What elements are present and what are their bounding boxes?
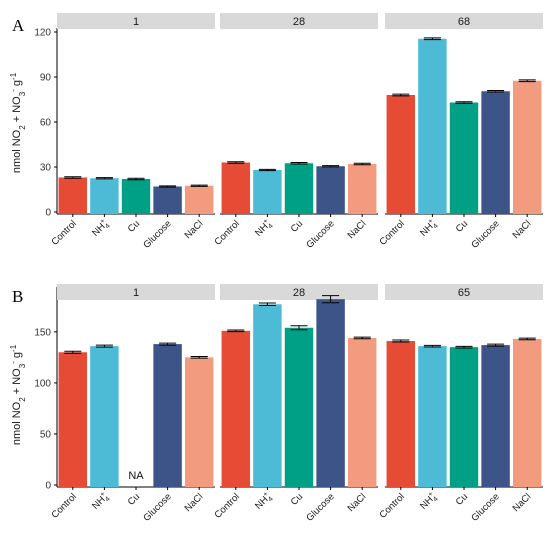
bar [253,304,282,487]
y-tick-label: 0 [45,481,51,492]
bar [316,299,345,487]
x-tick-label: Cu [454,491,470,507]
bar [121,179,151,214]
y-tick-label: 100 [34,378,51,389]
bar [316,166,345,214]
bar [221,162,251,214]
bar [386,341,416,487]
y-tick-label: 150 [34,327,51,338]
facet-strip-label: 28 [293,287,305,299]
x-tick-label: Glucose [304,491,336,523]
x-tick-label: Cu [289,218,305,234]
facet-A-68: 68 Control NH+4 Cu Glucose NaCl [377,13,543,251]
y-tick-label: 0 [45,208,51,219]
x-tick-label: Glucose [469,491,501,523]
x-tick-label: NH+4 [252,218,275,241]
y-tick-label: 50 [40,429,52,440]
facet-strip [220,13,378,29]
x-tick-label: NH+4 [89,218,112,241]
bar [481,91,510,214]
x-tick-label: Control [49,218,78,247]
facet-strip-label: 1 [133,287,139,299]
facet-A-1: 1 Control NH+4 Cu Glucose NaCl [49,13,215,251]
x-tick-label: NaCl [346,491,369,514]
facet-B-1: 1 Control NH+4 NA Cu Glucose NaCl [49,284,215,524]
y-tick-label: 30 [40,163,52,174]
x-tick-label: NaCl [183,218,206,241]
facet-strip [57,284,215,300]
bar [481,345,510,487]
x-tick-label: Glucose [141,218,173,250]
bar [184,357,214,487]
x-tick-label: Control [212,491,241,520]
bar [90,346,119,487]
bar [418,346,447,487]
bar [347,337,377,487]
bar [347,164,377,214]
na-label: NA [128,470,144,482]
y-tick-label: 90 [40,73,52,84]
facet-strip-label: 65 [458,287,470,299]
x-tick-label: NaCl [511,491,534,514]
x-tick-label: Glucose [469,218,501,250]
bar [386,95,416,214]
facet-strip [385,284,543,300]
x-tick-label: NH+4 [89,491,112,514]
x-tick-label: Control [49,491,78,520]
y-tick-label: 60 [40,118,52,129]
x-tick-label: NaCl [511,218,534,241]
bar [58,177,88,214]
facet-strip-label: 68 [458,16,470,28]
bar [418,38,447,214]
x-tick-label: NH+4 [252,491,275,514]
bar [284,327,314,487]
bar [512,338,542,487]
x-tick-label: Cu [289,491,305,507]
bar [153,344,182,487]
x-tick-label: Glucose [304,218,336,250]
bar [58,352,88,487]
x-tick-label: Control [377,491,406,520]
panel-letter: B [12,287,23,306]
x-tick-label: Glucose [141,491,173,523]
y-tick-label: 120 [34,28,51,39]
facet-B-28: 28 Control NH+4 Cu Glucose NaCl [212,284,378,524]
x-tick-label: NaCl [346,218,369,241]
bar [153,186,182,214]
bar [284,163,314,214]
x-tick-label: Control [212,218,241,247]
bar [449,102,479,214]
panel-letter: A [12,16,25,35]
bar [184,185,214,214]
facet-B-65: 65 Control NH+4 Cu Glucose NaCl [377,284,543,524]
x-tick-label: NH+4 [417,491,440,514]
facet-A-28: 28 Control NH+4 Cu Glucose NaCl [212,13,378,251]
bar [90,178,119,214]
x-tick-label: NaCl [183,491,206,514]
facet-strip-label: 28 [293,16,305,28]
y-axis-title: nmol NO2 + NO3- g-1 [9,72,27,173]
bar [253,170,282,214]
bar [512,80,542,214]
facet-strip [385,13,543,29]
x-tick-label: Cu [126,491,142,507]
x-tick-label: NH+4 [417,218,440,241]
x-tick-label: Cu [126,218,142,234]
x-tick-label: Control [377,218,406,247]
bar [221,330,251,487]
facet-strip-label: 1 [133,16,139,28]
bar [449,347,479,487]
facet-strip [57,13,215,29]
y-axis-title: nmol NO2 + NO3- g-1 [9,344,27,445]
x-tick-label: Cu [454,218,470,234]
